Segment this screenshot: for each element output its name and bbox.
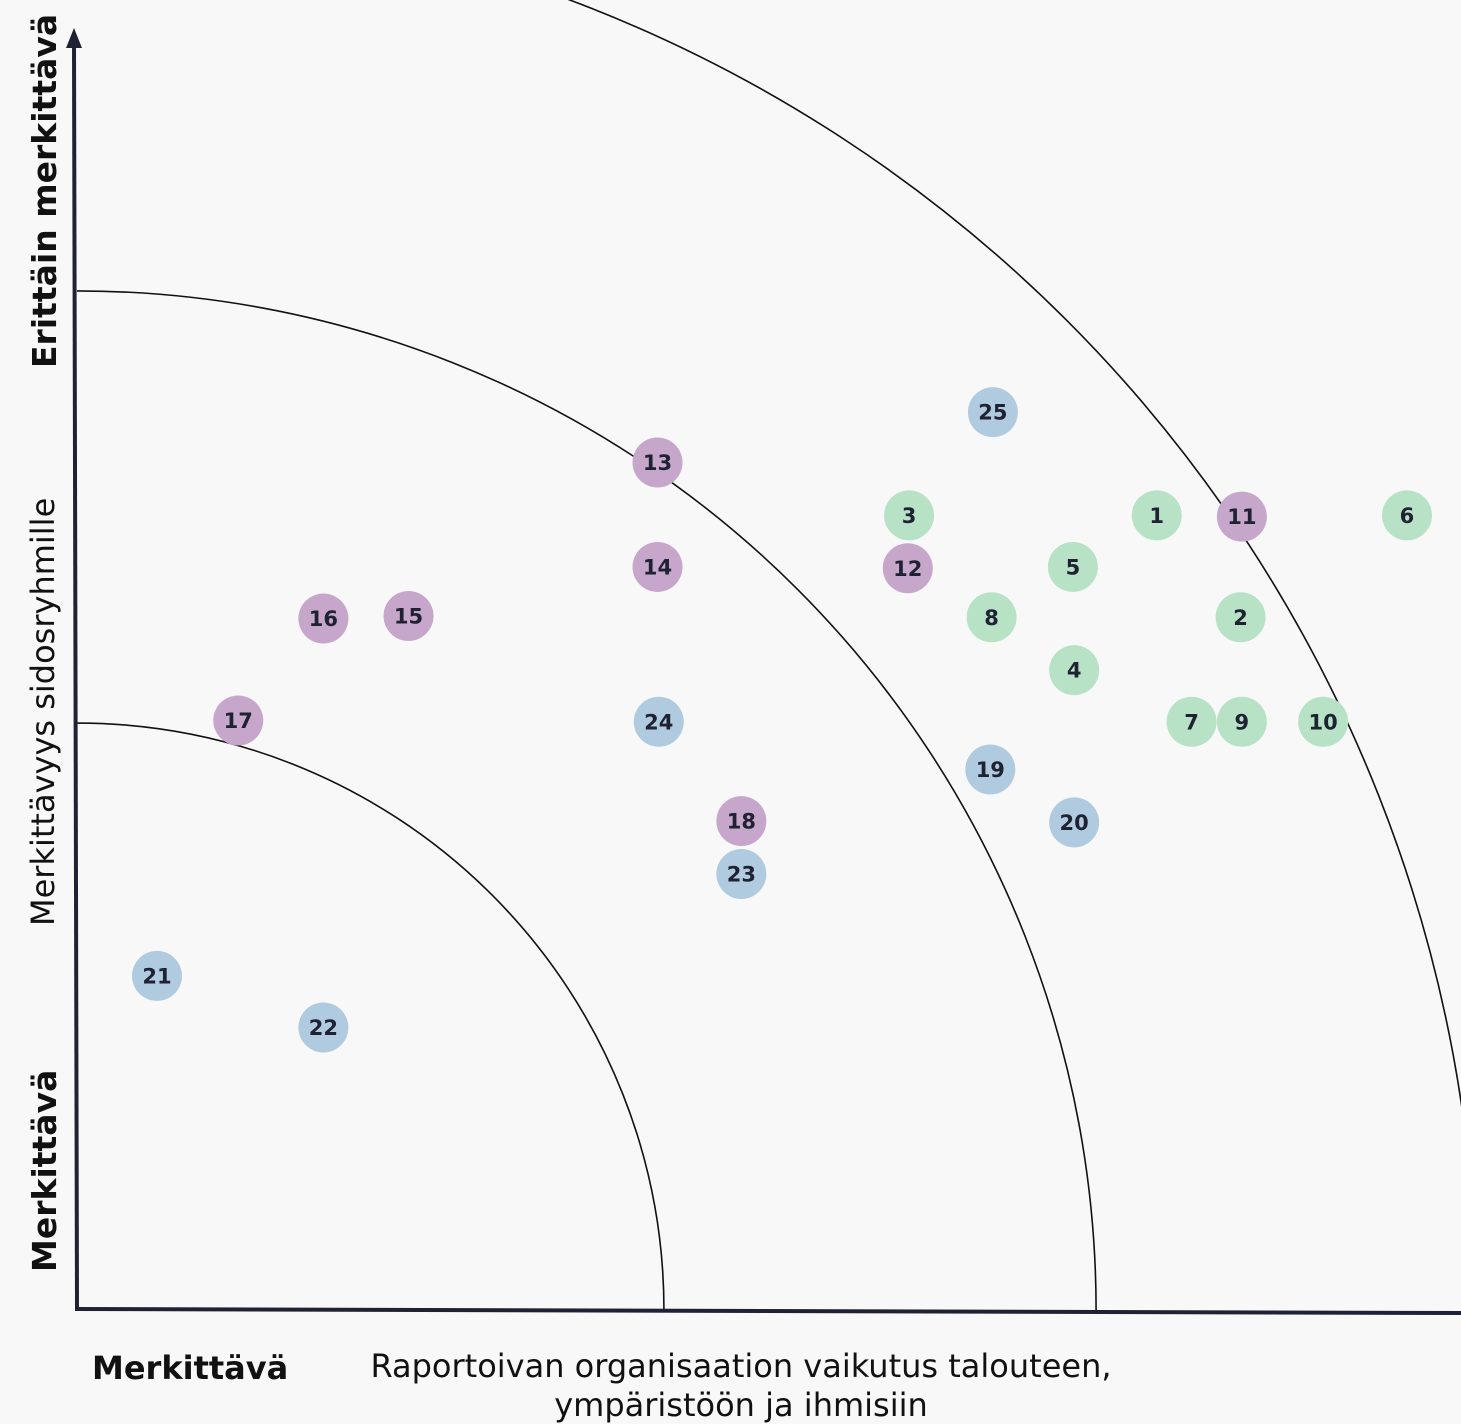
x-axis-title-line-1: Raportoivan organisaation vaikutus talou…: [370, 1347, 1111, 1385]
data-point-marker-20: [1049, 797, 1100, 848]
data-point-marker-3: [884, 490, 935, 541]
data-point-marker-4: [1049, 645, 1100, 696]
data-point-label-22: 22: [309, 1016, 338, 1040]
data-point-14: 14: [632, 541, 683, 592]
x-axis-line: [74, 1307, 1461, 1315]
data-point-label-13: 13: [643, 451, 672, 475]
data-point-1: 1: [1131, 490, 1182, 541]
data-point-marker-8: [966, 592, 1017, 643]
data-point-marker-22: [298, 1002, 349, 1053]
zone-arc-3: [567, 0, 1461, 1108]
y-axis-max-label: Erittäin merkittävä: [25, 14, 64, 368]
y-axis: [66, 28, 82, 1311]
data-point-4: 4: [1049, 645, 1100, 696]
data-point-marker-7: [1166, 696, 1217, 747]
data-point-label-14: 14: [643, 555, 672, 579]
data-point-marker-10: [1298, 696, 1349, 747]
data-point-18: 18: [716, 796, 767, 847]
data-point-marker-17: [213, 695, 264, 746]
data-point-13: 13: [632, 437, 683, 488]
y-axis-line: [72, 41, 79, 1311]
data-point-marker-9: [1216, 696, 1267, 747]
data-point-label-5: 5: [1066, 555, 1081, 579]
data-point-marker-18: [716, 796, 767, 847]
data-point-22: 22: [298, 1002, 349, 1053]
data-point-20: 20: [1049, 797, 1100, 848]
data-point-label-21: 21: [142, 964, 171, 988]
data-point-label-24: 24: [644, 710, 673, 734]
data-point-17: 17: [213, 695, 264, 746]
data-point-label-25: 25: [978, 401, 1007, 425]
data-point-label-10: 10: [1309, 710, 1338, 734]
data-point-9: 9: [1216, 696, 1267, 747]
data-point-19: 19: [965, 744, 1016, 795]
data-point-21: 21: [131, 950, 182, 1001]
data-point-label-17: 17: [224, 709, 253, 733]
data-point-2: 2: [1215, 592, 1266, 643]
data-point-marker-14: [632, 541, 683, 592]
data-point-label-3: 3: [902, 504, 917, 528]
data-point-label-15: 15: [394, 604, 423, 628]
data-point-marker-6: [1381, 490, 1432, 541]
data-point-label-7: 7: [1184, 710, 1199, 734]
data-point-label-12: 12: [893, 557, 922, 581]
data-point-marker-12: [882, 543, 933, 594]
data-point-marker-15: [383, 590, 434, 641]
data-point-label-6: 6: [1400, 504, 1415, 528]
zone-arc-2: [76, 290, 1097, 1311]
data-point-5: 5: [1047, 541, 1098, 592]
data-point-label-4: 4: [1067, 659, 1082, 683]
y-axis-min-label: Merkittävä: [25, 1070, 64, 1272]
y-axis-arrowhead: [66, 28, 82, 48]
data-point-7: 7: [1166, 696, 1217, 747]
data-point-10: 10: [1298, 696, 1349, 747]
data-point-label-8: 8: [984, 606, 999, 630]
x-axis-title-line-2: ympäristöön ja ihmisiin: [554, 1386, 928, 1424]
data-point-marker-19: [965, 744, 1016, 795]
zone-arc-1: [76, 722, 665, 1311]
data-point-24: 24: [633, 696, 684, 747]
materiality-zone-arcs: [76, 0, 1461, 1311]
data-point-label-18: 18: [727, 810, 756, 834]
data-point-marker-25: [967, 387, 1018, 438]
data-point-3: 3: [884, 490, 935, 541]
data-point-23: 23: [716, 848, 767, 899]
data-point-label-16: 16: [309, 607, 338, 631]
data-point-marker-1: [1131, 490, 1182, 541]
data-point-marker-16: [298, 593, 349, 644]
data-point-label-1: 1: [1149, 504, 1164, 528]
data-point-marker-24: [633, 696, 684, 747]
data-point-15: 15: [383, 590, 434, 641]
data-point-label-2: 2: [1233, 606, 1248, 630]
data-point-16: 16: [298, 593, 349, 644]
data-point-11: 11: [1216, 491, 1267, 542]
data-point-marker-2: [1215, 592, 1266, 643]
data-point-label-11: 11: [1227, 505, 1256, 529]
data-point-label-23: 23: [727, 862, 756, 886]
data-point-marker-5: [1047, 541, 1098, 592]
data-point-label-20: 20: [1060, 811, 1089, 835]
data-point-6: 6: [1381, 490, 1432, 541]
y-axis-title: Merkittävyys sidosryhmille: [24, 498, 62, 926]
data-point-marker-21: [131, 950, 182, 1001]
data-point-8: 8: [966, 592, 1017, 643]
data-point-label-19: 19: [976, 758, 1005, 782]
data-point-marker-23: [716, 848, 767, 899]
data-point-marker-11: [1216, 491, 1267, 542]
x-axis-min-label: Merkittävä: [92, 1349, 288, 1387]
data-point-12: 12: [882, 543, 933, 594]
data-point-label-9: 9: [1235, 710, 1250, 734]
data-point-marker-13: [632, 437, 683, 488]
data-point-25: 25: [967, 387, 1018, 438]
